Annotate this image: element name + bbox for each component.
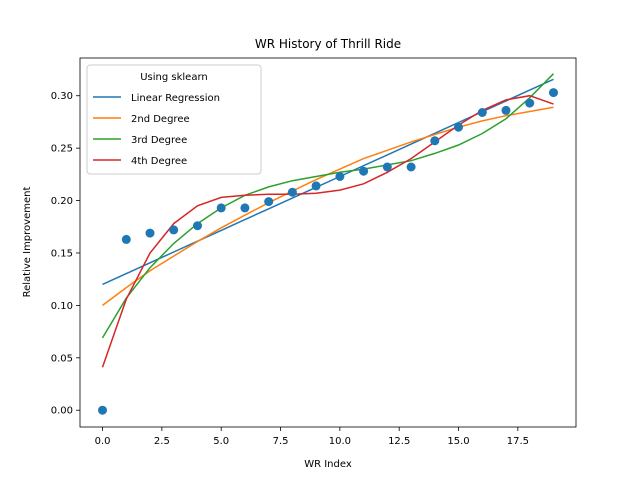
y-tick-label: 0.10	[51, 301, 73, 312]
y-tick-label: 0.00	[51, 406, 73, 417]
scatter-point	[145, 228, 155, 238]
scatter-point	[264, 197, 274, 207]
scatter-point	[525, 98, 535, 108]
scatter-point	[193, 221, 202, 231]
scatter-point	[430, 136, 440, 146]
scatter-point	[121, 234, 131, 244]
scatter-point	[501, 105, 511, 115]
series-line-3	[101, 73, 555, 339]
x-tick-label: 2.5	[154, 436, 170, 447]
scatter-point	[382, 162, 392, 172]
plot-frame	[79, 57, 577, 428]
scatter-point	[98, 405, 107, 415]
scatter-point	[477, 108, 487, 117]
legend-box	[86, 64, 262, 175]
scatter-point	[311, 181, 321, 191]
y-tick-label: 0.25	[51, 144, 73, 155]
x-tick-label: 10.0	[329, 436, 351, 447]
scatter-point	[335, 172, 345, 181]
y-tick-label: 0.05	[51, 353, 73, 364]
x-tick-label: 15.0	[447, 436, 469, 447]
y-axis: 0.00 0.05 0.10 0.15 0.20 0.25 0.30	[51, 91, 80, 417]
scatter-point	[406, 162, 416, 172]
legend: Using sklearn Linear Regression 2nd Degre…	[86, 64, 262, 175]
legend-label: 3rd Degree	[131, 135, 187, 146]
y-axis-label: Relative Improvement	[22, 187, 33, 298]
scatter-point	[240, 203, 250, 213]
y-tick-label: 0.30	[51, 91, 73, 102]
legend-label: 4th Degree	[131, 156, 187, 167]
scatter-point	[216, 203, 226, 213]
legend-title: Using sklearn	[140, 72, 208, 83]
scatter-point	[359, 166, 369, 176]
x-tick-label: 17.5	[507, 436, 529, 447]
x-tick-label: 5.0	[213, 436, 229, 447]
x-tick-label: 7.5	[273, 436, 289, 447]
scatter-point	[287, 187, 297, 197]
x-axis-label: WR Index	[304, 459, 352, 470]
x-axis: 0.0 2.5 5.0 7.5 10.0 12.5 15.0 17.5	[95, 427, 529, 447]
y-tick-label: 0.20	[51, 196, 73, 207]
y-tick-label: 0.15	[51, 248, 73, 259]
chart-title: WR History of Thrill Ride	[255, 37, 401, 51]
legend-label: Linear Regression	[131, 93, 220, 104]
scatter-point	[549, 88, 558, 98]
x-tick-label: 0.0	[95, 436, 111, 447]
legend-label: 2nd Degree	[131, 114, 190, 125]
scatter-point	[169, 225, 179, 235]
scatter-points	[98, 88, 558, 415]
x-tick-label: 12.5	[388, 436, 410, 447]
scatter-point	[454, 122, 463, 132]
